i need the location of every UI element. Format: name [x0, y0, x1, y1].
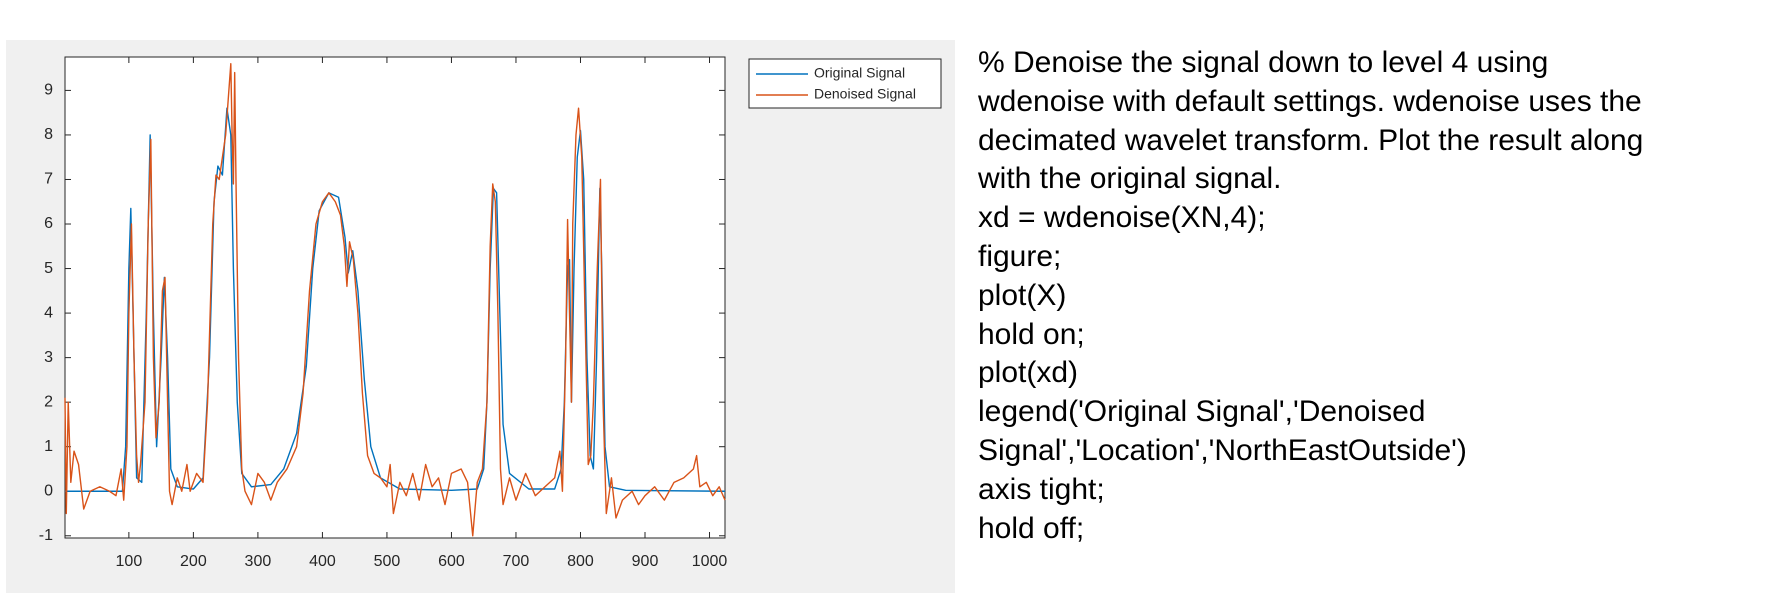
y-tick-label: 1 — [44, 438, 53, 455]
x-tick-label: 200 — [180, 553, 207, 570]
x-tick-label: 1000 — [692, 553, 728, 570]
legend-label: Denoised Signal — [814, 86, 916, 102]
code-line: hold on; — [978, 317, 1085, 351]
x-tick-label: 700 — [503, 553, 530, 570]
code-line: with the original signal. — [978, 162, 1282, 196]
y-tick-label: -1 — [39, 527, 53, 544]
code-line: xd = wdenoise(XN,4); — [978, 201, 1266, 235]
x-tick-label: 400 — [309, 553, 336, 570]
x-tick-label: 500 — [374, 553, 401, 570]
x-tick-label: 800 — [567, 553, 594, 570]
x-tick-label: 600 — [438, 553, 465, 570]
y-tick-label: 7 — [44, 171, 53, 188]
series-line — [64, 62, 726, 537]
code-line: plot(X) — [978, 278, 1067, 312]
y-tick-label: 6 — [44, 215, 53, 232]
y-tick-label: 9 — [44, 82, 53, 99]
code-line: plot(xd) — [978, 356, 1079, 390]
code-line: Signal','Location','NorthEastOutside') — [978, 433, 1467, 467]
figure: -1 0 1 2 3 4 5 6 7 8 9 100 200 300 400 500 600 700 800 900 1… — [6, 40, 955, 593]
code-line: legend('Original Signal','Denoised — [978, 395, 1426, 429]
code-line: % Denoise the signal down to level 4 usi… — [978, 46, 1549, 79]
code-text: % Denoise the signal down to level 4 usi… — [978, 44, 1643, 548]
y-tick-label: 4 — [44, 304, 53, 321]
x-tick-label: 300 — [245, 553, 272, 570]
x-tick-label: 100 — [116, 553, 143, 570]
y-tick-label: 2 — [44, 393, 53, 410]
code-line: axis tight; — [978, 472, 1105, 506]
series-line — [65, 107, 726, 492]
legend-label: Original Signal — [814, 65, 905, 81]
axes-box — [64, 56, 726, 539]
x-tick-label: 900 — [632, 553, 659, 570]
code-line: figure; — [978, 239, 1062, 273]
y-tick-label: 0 — [44, 482, 53, 499]
code-line: hold off; — [978, 511, 1085, 545]
code-line: decimated wavelet transform. Plot the re… — [978, 123, 1644, 157]
y-tick-label: 5 — [44, 260, 53, 277]
legend-box — [748, 58, 942, 109]
code-line: wdenoise with default settings. wdenoise… — [978, 84, 1642, 118]
y-tick-label: 3 — [44, 349, 53, 366]
y-tick-label: 8 — [44, 126, 53, 143]
